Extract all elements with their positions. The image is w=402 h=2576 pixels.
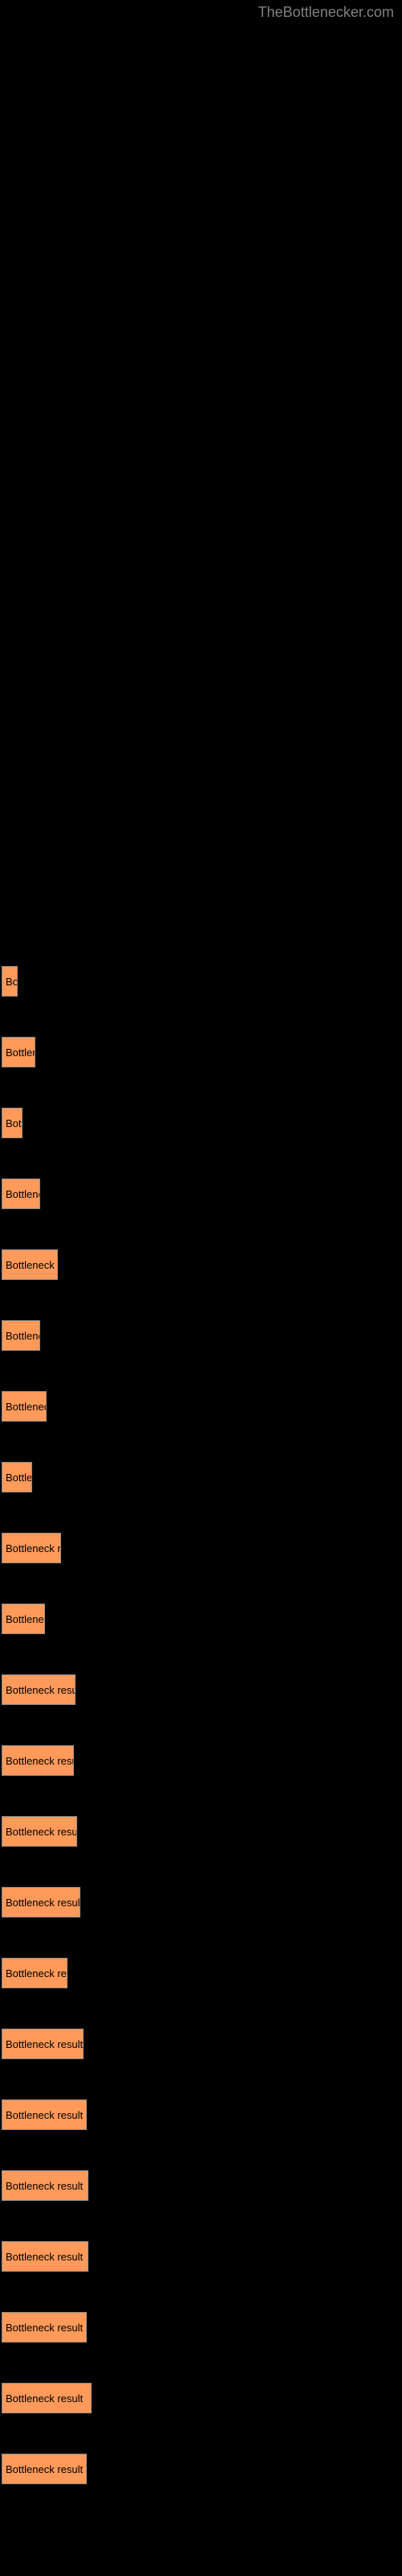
- chart-bar: Bottleneck result: [2, 2099, 87, 2130]
- chart-bar: Bott: [2, 1108, 23, 1138]
- chart-bar: Bottleneck result: [2, 2312, 87, 2343]
- bar-label: Bottleneck result: [6, 2322, 83, 2334]
- bar-label: Bottlen: [6, 1472, 32, 1484]
- chart-bar: Bottleneck re: [2, 1249, 58, 1280]
- bar-label: Bo: [6, 976, 18, 988]
- chart-bar: Bottlen: [2, 1462, 32, 1492]
- chart-bar: Bottleneck result: [2, 1674, 76, 1705]
- bar-row: Bottleneck result: [2, 2454, 402, 2484]
- bar-row: Bottleneck result: [2, 2383, 402, 2413]
- chart-bar: Bottleneck: [2, 1391, 47, 1422]
- bar-label: Bott: [6, 1117, 23, 1129]
- watermark-text: TheBottlenecker.com: [258, 4, 394, 21]
- chart-bar: Bottlened: [2, 1179, 40, 1209]
- bar-row: Bottleneck resu: [2, 1958, 402, 1988]
- bar-row: Bottleneck result: [2, 1816, 402, 1847]
- bar-label: Bottleneck re: [6, 1259, 58, 1271]
- bar-label: Bottlened: [6, 1188, 40, 1200]
- bar-label: Bottleneck result: [6, 2109, 83, 2121]
- chart-bar: Bottleneck result: [2, 1887, 80, 1918]
- bar-row: Bottleneck result: [2, 2312, 402, 2343]
- bar-row: Bottleneck re: [2, 1249, 402, 1280]
- bar-row: Bo: [2, 966, 402, 997]
- bar-label: Bottleneck result: [6, 1755, 74, 1767]
- bar-row: Bottlen: [2, 1462, 402, 1492]
- bar-row: Bottleneck result: [2, 2099, 402, 2130]
- bar-label: Bottleneck result: [6, 2180, 83, 2192]
- bar-row: Bottleneck: [2, 1391, 402, 1422]
- bar-row: Bottlened: [2, 1320, 402, 1351]
- bar-row: Bottlened: [2, 1179, 402, 1209]
- bar-label: Bottleneck result: [6, 2392, 83, 2405]
- chart-bar: Bottlenecl: [2, 1604, 45, 1634]
- bar-row: Bottleneck result: [2, 1674, 402, 1705]
- bar-label: Bottlenecl: [6, 1613, 45, 1625]
- chart-bar: Bottleneck resu: [2, 1958, 68, 1988]
- bar-row: Bottlene: [2, 1037, 402, 1067]
- bar-label: Bottlened: [6, 1330, 40, 1342]
- chart-bar: Bottleneck result: [2, 2241, 88, 2272]
- chart-bar: Bottleneck res: [2, 1533, 61, 1563]
- chart-bar: Bottlene: [2, 1037, 35, 1067]
- bar-row: Bottlenecl: [2, 1604, 402, 1634]
- bar-label: Bottleneck result: [6, 1897, 80, 1909]
- chart-bar: Bo: [2, 966, 18, 997]
- chart-bar: Bottleneck result: [2, 2029, 84, 2059]
- chart-bar: Bottleneck result: [2, 1745, 74, 1776]
- chart-bar: Bottleneck result: [2, 1816, 77, 1847]
- chart-bar: Bottleneck result: [2, 2170, 88, 2201]
- bar-label: Bottleneck: [6, 1401, 47, 1413]
- bar-row: Bottleneck result: [2, 1745, 402, 1776]
- bar-row: Bottleneck result: [2, 1887, 402, 1918]
- bar-label: Bottleneck result: [6, 1684, 76, 1696]
- bar-label: Bottleneck result: [6, 1826, 77, 1838]
- chart-bar: Bottleneck result: [2, 2383, 92, 2413]
- bar-label: Bottleneck res: [6, 1542, 61, 1554]
- bar-row: Bott: [2, 1108, 402, 1138]
- bar-label: Bottleneck result: [6, 2251, 83, 2263]
- bar-chart: Bo Bottlene Bott Bottlened Bottleneck re Bott…: [0, 0, 402, 2484]
- chart-bar: Bottleneck result: [2, 2454, 87, 2484]
- bar-label: Bottlene: [6, 1046, 35, 1059]
- chart-bar: Bottlened: [2, 1320, 40, 1351]
- bar-label: Bottleneck result: [6, 2038, 83, 2050]
- bar-row: Bottleneck result: [2, 2241, 402, 2272]
- bar-row: Bottleneck result: [2, 2029, 402, 2059]
- bar-label: Bottleneck result: [6, 2463, 83, 2475]
- bar-row: Bottleneck res: [2, 1533, 402, 1563]
- bar-row: Bottleneck result: [2, 2170, 402, 2201]
- bar-label: Bottleneck resu: [6, 1967, 68, 1979]
